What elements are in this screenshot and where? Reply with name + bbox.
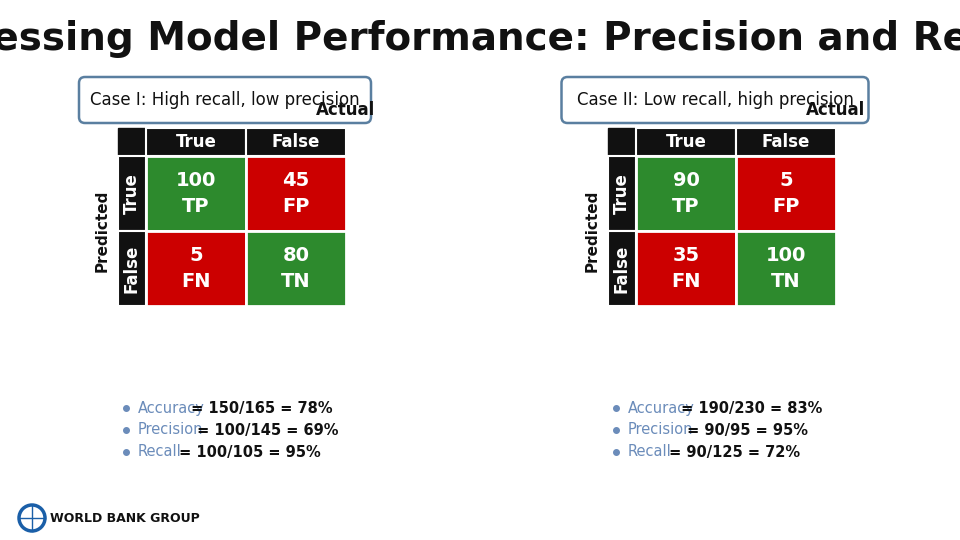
Text: Precision: Precision: [138, 422, 204, 437]
Text: 5
FN: 5 FN: [181, 246, 211, 291]
Text: 100
TP: 100 TP: [176, 171, 216, 216]
Bar: [146, 128, 246, 156]
Text: = 100/105 = 95%: = 100/105 = 95%: [175, 444, 321, 460]
Bar: [608, 156, 636, 231]
FancyBboxPatch shape: [79, 77, 371, 123]
Text: Recall: Recall: [628, 444, 672, 460]
Bar: [636, 128, 736, 156]
Bar: [118, 156, 146, 231]
Bar: [608, 128, 636, 156]
Text: Case I: High recall, low precision: Case I: High recall, low precision: [90, 91, 360, 109]
Bar: [246, 128, 346, 156]
Text: 100
TN: 100 TN: [766, 246, 806, 291]
Text: False: False: [272, 133, 321, 151]
Bar: [636, 156, 736, 231]
Bar: [246, 156, 346, 231]
Text: True: True: [123, 173, 141, 214]
Text: True: True: [665, 133, 707, 151]
FancyBboxPatch shape: [562, 77, 869, 123]
Bar: [146, 231, 246, 306]
Text: = 100/145 = 69%: = 100/145 = 69%: [192, 422, 339, 437]
Text: = 150/165 = 78%: = 150/165 = 78%: [186, 401, 333, 415]
Bar: [118, 231, 146, 306]
Text: Precision: Precision: [628, 422, 693, 437]
Text: 5
FP: 5 FP: [772, 171, 800, 216]
Text: Accuracy: Accuracy: [628, 401, 695, 415]
Bar: [736, 231, 836, 306]
Text: = 190/230 = 83%: = 190/230 = 83%: [677, 401, 823, 415]
Text: 35
FN: 35 FN: [671, 246, 701, 291]
Text: False: False: [613, 244, 631, 293]
Bar: [118, 128, 146, 156]
Text: Actual: Actual: [806, 101, 866, 119]
Text: Case II: Low recall, high precision: Case II: Low recall, high precision: [577, 91, 853, 109]
Bar: [636, 231, 736, 306]
Text: Accuracy: Accuracy: [138, 401, 204, 415]
Text: Predicted: Predicted: [94, 190, 109, 272]
Bar: [736, 128, 836, 156]
Text: False: False: [123, 244, 141, 293]
Text: = 90/95 = 95%: = 90/95 = 95%: [683, 422, 808, 437]
Text: True: True: [176, 133, 216, 151]
Text: 45
FP: 45 FP: [282, 171, 310, 216]
Text: Predicted: Predicted: [585, 190, 599, 272]
Bar: [608, 231, 636, 306]
Text: = 90/125 = 72%: = 90/125 = 72%: [664, 444, 801, 460]
Text: Assessing Model Performance: Precision and Recall: Assessing Model Performance: Precision a…: [0, 20, 960, 58]
Bar: [146, 156, 246, 231]
Text: False: False: [762, 133, 810, 151]
Text: 90
TP: 90 TP: [672, 171, 700, 216]
Text: Recall: Recall: [138, 444, 181, 460]
Bar: [736, 156, 836, 231]
Text: WORLD BANK GROUP: WORLD BANK GROUP: [50, 511, 200, 524]
Text: True: True: [613, 173, 631, 214]
Text: 80
TN: 80 TN: [281, 246, 311, 291]
Bar: [246, 231, 346, 306]
Text: Actual: Actual: [317, 101, 375, 119]
